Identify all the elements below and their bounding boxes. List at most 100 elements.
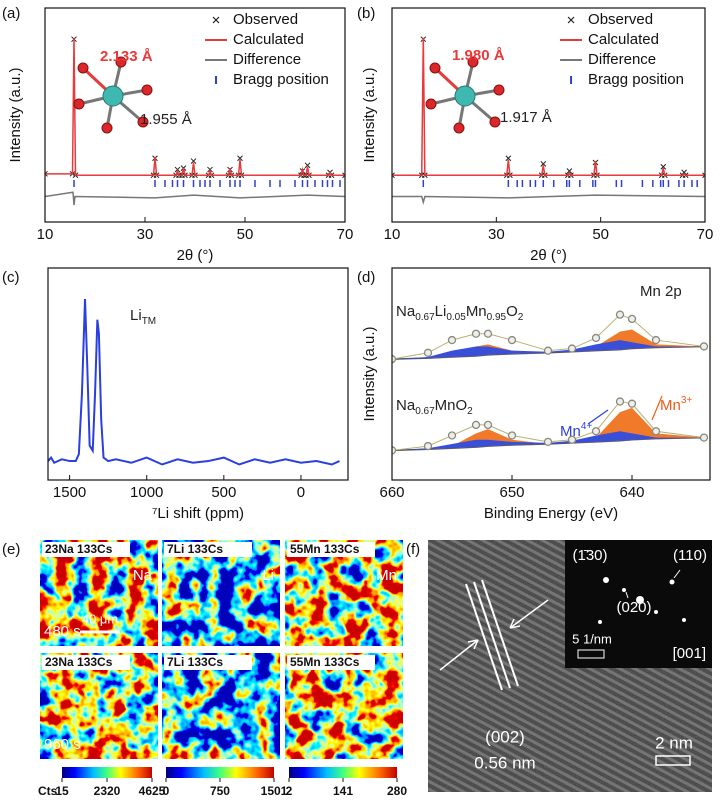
data-point [615,310,625,319]
y-axis-label: Intensity (a.u.) [361,326,378,421]
x-tick-label: 1000 [130,484,163,501]
element-label: Na [133,567,153,584]
colorbar-tick-label: 4625 [139,784,166,798]
pointer [651,395,663,421]
observed-point [660,163,667,170]
y-axis-label: Intensity (a.u.) [361,67,378,162]
x-tick-label: 30 [137,226,154,243]
observed-point [190,158,197,164]
data-point [567,344,577,353]
annotation: 1.955 Å [140,111,192,128]
oxygen-atom [141,84,153,96]
observed-point [540,161,547,167]
curve [45,191,345,206]
data-point [591,427,601,436]
annotation: 2.133 Å [100,48,153,65]
annotation: Na0.67MnO2 [396,397,473,417]
annotation: 1.917 Å [500,109,552,126]
fringe-marker [465,583,503,691]
metal-atom [102,85,124,107]
colorbar-tick-label: 141 [333,784,353,798]
arrow [509,599,549,629]
data-point [627,314,637,324]
y-axis-label: Intensity (a.u.) [7,67,24,162]
x-tick-label: 660 [379,484,404,501]
diffraction-spot [636,596,644,604]
element: O [506,303,518,320]
panel-label: (e) [2,541,20,558]
metal-atom [454,85,476,107]
colorbar [62,767,152,778]
map-tag: 23Na 133Cs [45,655,113,669]
annotation-text: Mn [660,397,681,414]
data-point [507,431,517,440]
plot-area [392,310,709,455]
data-point [507,335,517,345]
subscript: 2 [518,312,524,323]
diffraction-spot [669,579,675,585]
data-point [567,435,577,444]
diffraction-spot [682,618,686,622]
data-point [447,431,457,440]
pointer [625,591,629,599]
x-tick-label: 50 [237,226,254,243]
element: Mn [466,303,487,320]
x-tick-label: 1500 [53,484,86,501]
panel-label: (a) [2,5,20,22]
colorbar-unit: Cts [38,784,58,798]
inset-scale-bar [577,649,605,659]
time-label: 960 s [44,736,81,753]
data-point [483,329,493,338]
colorbar-tick-label: 0 [163,784,170,798]
legend-label: Calculated [233,31,304,48]
map-tag: 55Mn 133Cs [290,542,360,556]
observed-point [237,155,243,162]
legend-marker [212,16,220,24]
map-tag-bg [287,542,375,557]
colorbar-tick-label: 750 [210,784,230,798]
annotation-sup: 4+ [581,421,593,432]
data-point [483,420,493,430]
subscript: 0.05 [446,312,466,323]
map-tag-bg [164,655,252,670]
axes-frame [47,267,349,481]
time-label: 480 s [44,623,81,640]
x-tick-label: 10 [37,226,54,243]
data-point [627,399,637,408]
observed-point [304,162,311,169]
data-point [423,348,433,357]
annotation: Na0.67Li0.05Mn0.95O2 [396,303,524,323]
plot-area [48,298,340,466]
data-point [543,437,553,446]
curve [392,194,705,205]
data-point [423,441,433,451]
x-axis-label: 2θ (°) [530,247,567,264]
colorbar-tick-label: 2320 [94,784,121,798]
oxygen-atom [77,62,89,74]
map-image [162,653,280,759]
colorbar-tick-label: 15 [55,784,69,798]
map-tag-bg [164,542,252,557]
map-tag: 7Li 133Cs [167,655,223,669]
colorbar-tick-label: 280 [387,784,407,798]
x-tick-label: 10 [384,226,401,243]
map-tag-bg [42,542,130,557]
data-point [543,346,553,355]
x-tick-label: 50 [592,226,609,243]
axes-frame [44,7,346,223]
map-tag: 7Li 133Cs [167,542,223,556]
oxygen-atom [101,122,113,134]
map-image [285,540,403,646]
map-tag: 23Na 133Cs [45,542,113,556]
diffraction-spot [598,620,602,624]
scale-bar [655,755,691,766]
pointer [587,409,609,425]
observed-point [45,170,48,177]
map-image [285,653,403,759]
observed-point [681,169,687,176]
data-point [591,333,601,343]
arrow [439,639,479,671]
plane-label: (002) [485,727,525,746]
scale-bar-label: 40 μm [82,611,118,626]
